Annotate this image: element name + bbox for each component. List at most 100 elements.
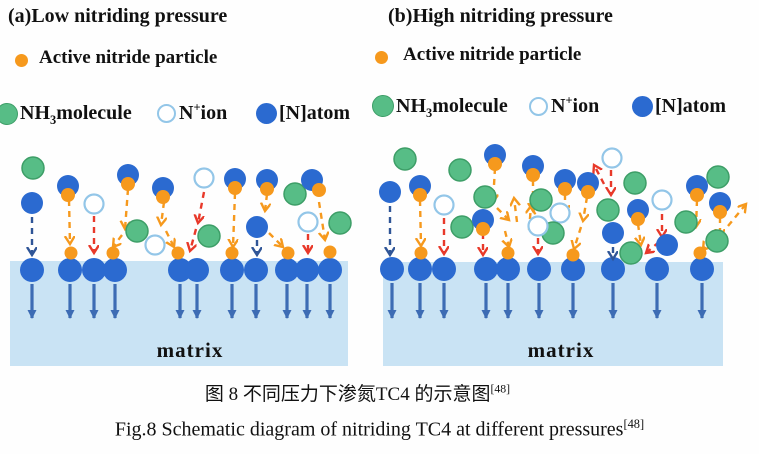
surface-n-atom [318,258,342,282]
n-ion [651,189,673,211]
surface-n-atom [103,258,127,282]
surface-n-atom [601,257,625,281]
matrix-label-a: matrix [156,338,224,362]
motion-arrow-orange [420,199,421,246]
active-particle [323,245,337,259]
nh3-molecule [328,211,352,235]
nh3-molecule [529,188,553,212]
n-ion [549,202,571,224]
n-ion [193,167,215,189]
surface-n-atom [561,257,585,281]
motion-arrow-red [198,191,206,223]
surface-n-atom [168,258,192,282]
surface-n-atom [527,257,551,281]
active-particle [488,157,502,171]
surface-n-atom [220,258,244,282]
panel-b-title: (b)High nitriding pressure [388,5,613,27]
caption-en: Fig.8 Schematic diagram of nitriding TC4… [114,417,645,441]
n-ion [433,194,455,216]
surface-n-atom [474,257,498,281]
n-atom [602,222,624,244]
legend-natom-label-a: [N]atom [279,102,351,124]
motion-arrow-orange [317,201,325,240]
nh3-molecule [596,198,620,222]
surface-n-atom [58,258,82,282]
nh3-molecule [393,147,417,171]
active-particle [228,181,242,195]
motion-arrow-orange [505,230,509,247]
active-particle [414,246,428,260]
active-particle [106,246,120,260]
surface-n-atom [185,258,209,282]
motion-arrow-orange [265,193,267,211]
n-atom-icon [256,103,277,124]
matrix-label-b: matrix [527,338,595,362]
active-particle [526,168,540,182]
nh3-molecule [674,210,698,234]
nh3-molecule [623,171,647,195]
n-atom [656,234,678,256]
active-particle [501,246,515,260]
surface-n-atom [380,257,404,281]
active-particle-icon [15,54,28,67]
nh3-molecule [197,224,221,248]
n-atom [246,216,268,238]
nh3-molecule [705,229,729,253]
active-particle [64,246,78,260]
active-particle [156,190,170,204]
motion-arrow-orange [583,196,587,221]
nh3-molecule [450,215,474,239]
n-atom [21,192,43,214]
surface-n-atom [20,258,44,282]
n-atom-icon [632,96,653,117]
active-particle [713,205,727,219]
motion-arrow-orange [164,230,174,247]
motion-arrow-orange [233,192,235,247]
n-ion-icon [157,104,176,123]
motion-arrow-orange [574,226,583,249]
nh3-molecule [448,158,472,182]
active-particle-icon [375,51,388,64]
active-particle [225,246,239,260]
active-particle [61,188,75,202]
surface-n-atom [496,257,520,281]
motion-arrow-orange [514,198,517,223]
motion-arrow-orange [638,223,641,245]
motion-arrow-orange [496,207,509,220]
surface-n-atom [275,258,299,282]
n-ion [144,234,166,256]
n-atom [379,181,401,203]
active-particle [690,188,704,202]
active-particle [476,222,490,236]
active-particle [566,248,580,262]
n-ion [527,215,549,237]
nh3-molecule [283,182,307,206]
nh3-molecule [619,241,643,265]
nh3-molecule-icon [0,103,18,125]
motion-arrow-orange [161,201,164,225]
legend-natom-label-b: [N]atom [655,95,727,117]
surface-n-atom [244,258,268,282]
legend-nh3-label-b: NH3molecule [396,95,508,120]
active-particle [558,182,572,196]
active-particle [693,246,707,260]
legend-active-label-b: Active nitride particle [403,44,582,65]
legend-ion-label-b: N+ion [551,93,600,117]
panel-a-title: (a)Low nitriding pressure [8,5,228,27]
motion-arrow-orange [268,232,283,247]
n-ion [297,211,319,233]
motion-arrow-orange [493,167,495,202]
active-particle [631,212,645,226]
motion-arrow-orange [125,188,128,229]
nh3-molecule [21,156,45,180]
motion-arrow-orange [113,234,123,247]
surface-n-atom [690,257,714,281]
active-particle [121,177,135,191]
nh3-molecule [706,165,730,189]
n-ion [83,193,105,215]
surface-n-atom [82,258,106,282]
nh3-molecule [473,185,497,209]
surface-n-atom [408,257,432,281]
